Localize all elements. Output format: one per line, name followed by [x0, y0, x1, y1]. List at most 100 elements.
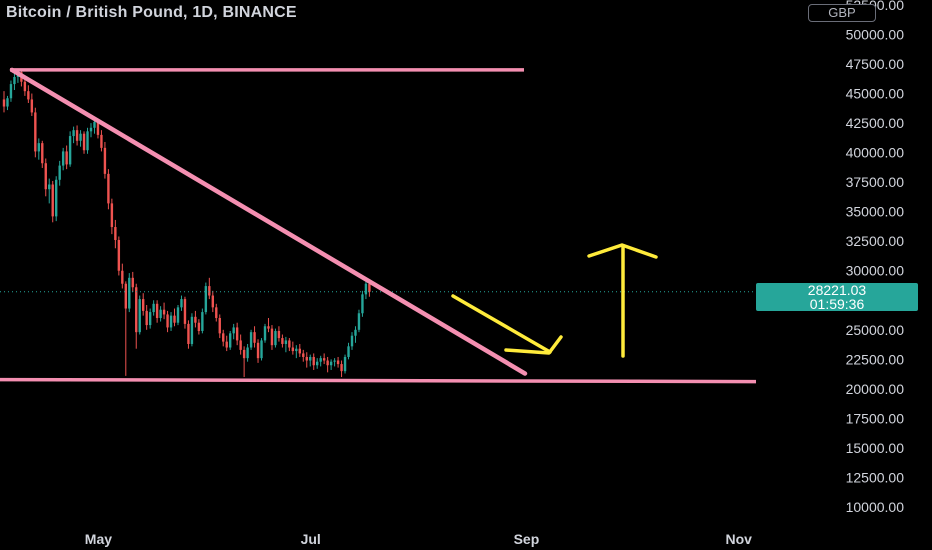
candle-body: [135, 287, 138, 333]
candle-90: [316, 358, 319, 369]
candle-body: [117, 240, 121, 271]
candle-98: [343, 354, 347, 374]
candle-69: [242, 346, 246, 378]
candle-43: [152, 300, 155, 316]
candle-body: [93, 121, 96, 128]
candle-92: [322, 353, 326, 365]
candle-33: [117, 236, 121, 276]
candle-58: [204, 282, 208, 315]
candle-17: [61, 147, 65, 171]
candle-body: [211, 295, 214, 308]
candle-3: [13, 73, 16, 90]
candle-25: [89, 123, 93, 138]
candle-body: [110, 203, 114, 228]
candle-74: [260, 338, 263, 361]
candle-body: [121, 270, 124, 284]
candle-102: [357, 309, 361, 333]
candle-body: [333, 360, 336, 362]
candle-8: [30, 93, 34, 116]
candle-20: [72, 126, 75, 144]
candle-19: [68, 131, 72, 167]
candle-body: [65, 151, 68, 165]
candle-64: [225, 335, 228, 352]
candle-12: [44, 158, 47, 197]
candle-body: [201, 312, 204, 331]
candle-75: [263, 323, 267, 343]
candle-body: [288, 340, 291, 348]
candle-body: [55, 179, 58, 217]
candle-body: [232, 327, 235, 334]
candle-89: [312, 353, 315, 370]
candle-body: [329, 361, 333, 366]
candle-24: [86, 127, 89, 154]
candle-body: [197, 322, 201, 331]
candle-body: [267, 326, 270, 329]
candle-body: [343, 356, 347, 372]
candle-29: [103, 141, 107, 179]
candle-body: [44, 163, 47, 190]
candle-body: [48, 184, 51, 190]
candle-39: [138, 295, 141, 335]
candle-body: [249, 332, 253, 348]
y-tick-label: 17500.00: [846, 410, 905, 426]
y-tick-label: 35000.00: [846, 204, 905, 220]
candle-61: [215, 303, 218, 322]
candle-97: [340, 360, 343, 378]
candle-body: [326, 360, 329, 366]
candle-body: [169, 315, 173, 328]
candle-body: [277, 330, 281, 339]
candle-body: [107, 173, 110, 204]
candle-body: [194, 316, 197, 323]
candle-body: [148, 312, 152, 326]
candle-body: [9, 84, 13, 99]
candle-body: [82, 133, 86, 151]
candle-18: [65, 145, 68, 170]
candle-41: [145, 304, 148, 330]
y-tick-label: 12500.00: [846, 469, 905, 485]
candle-85: [298, 343, 301, 357]
currency-badge[interactable]: GBP: [808, 4, 876, 22]
candle-body: [270, 328, 274, 346]
candle-73: [256, 339, 260, 363]
descending-trendline: [9, 67, 528, 376]
candle-body: [305, 356, 308, 361]
candle-76: [267, 317, 270, 333]
candle-body: [27, 91, 30, 100]
candle-34: [121, 263, 124, 289]
candle-99: [347, 342, 350, 360]
candle-body: [253, 332, 256, 343]
candle-84: [295, 345, 298, 359]
x-tick-label: Nov: [725, 531, 752, 547]
candle-83: [291, 341, 295, 355]
y-tick-label: 47500.00: [846, 56, 905, 72]
candle-82: [288, 338, 291, 352]
candle-11: [41, 140, 44, 168]
candle-59: [208, 277, 211, 300]
y-tick-label: 40000.00: [846, 145, 905, 161]
candle-body: [173, 315, 176, 323]
candle-77: [270, 325, 274, 350]
candle-body: [100, 134, 103, 148]
candle-body: [142, 299, 145, 311]
candle-body: [75, 130, 79, 141]
candle-60: [211, 290, 214, 313]
arrow-down-annotation: [451, 294, 563, 355]
candle-body: [256, 342, 260, 359]
candle-body: [316, 361, 319, 366]
candle-body: [128, 277, 131, 309]
candle-body: [235, 327, 239, 341]
candle-body: [274, 330, 277, 346]
candle-66: [232, 323, 235, 340]
candle-body: [89, 127, 93, 132]
candle-96: [336, 356, 340, 368]
candle-56: [197, 319, 201, 335]
x-tick-label: May: [85, 531, 112, 547]
arrow-up-head: [587, 243, 658, 259]
candle-50: [176, 304, 180, 326]
candle-body: [145, 310, 148, 326]
chart-title: Bitcoin / British Pound, 1D, BINANCE: [6, 4, 297, 21]
candle-body: [124, 283, 127, 309]
candle-94: [329, 359, 333, 370]
candle-49: [173, 308, 176, 327]
